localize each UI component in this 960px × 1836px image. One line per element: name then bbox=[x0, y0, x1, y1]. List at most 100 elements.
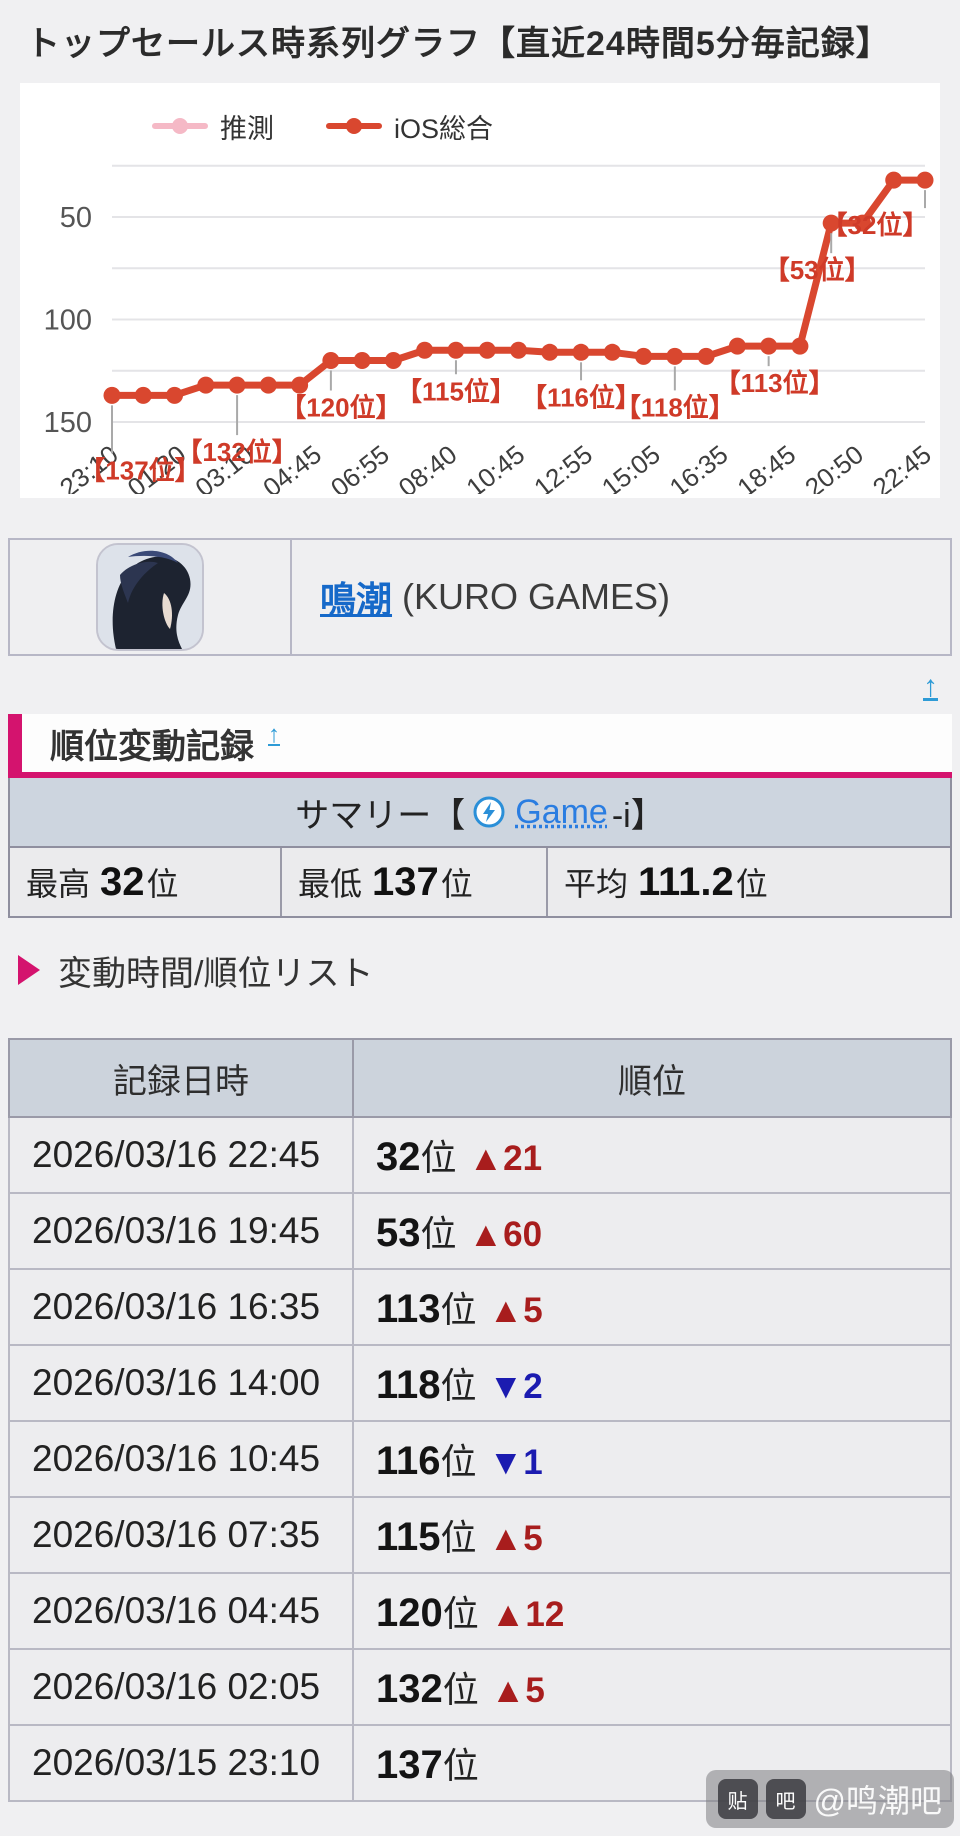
rank-change: ▲12 bbox=[490, 1595, 565, 1634]
summary-title-prefix: サマリー【 bbox=[295, 796, 466, 835]
svg-text:18:45: 18:45 bbox=[731, 439, 801, 494]
summary-unit: 位 bbox=[440, 866, 473, 902]
table-row: 2026/03/16 16:35 113位 ▲5 bbox=[8, 1268, 952, 1346]
record-datetime: 2026/03/16 19:45 bbox=[8, 1192, 354, 1270]
app-icon-cell bbox=[10, 540, 292, 654]
record-rank: 118位 ▼2 bbox=[352, 1344, 952, 1422]
summary-label: 最高 bbox=[26, 866, 91, 902]
summary-cell-worst: 最低 137 位 bbox=[282, 848, 548, 916]
summary-value: 32 bbox=[100, 859, 145, 904]
table-row: 2026/03/16 07:35 115位 ▲5 bbox=[8, 1496, 952, 1574]
rank-unit: 位 bbox=[440, 1365, 477, 1406]
svg-text:【32位】: 【32位】 bbox=[822, 210, 929, 240]
svg-text:【113位】: 【113位】 bbox=[715, 368, 835, 398]
legend-swatch-icon bbox=[152, 123, 208, 129]
table-row: 2026/03/16 04:45 120位 ▲12 bbox=[8, 1572, 952, 1650]
summary-value: 137 bbox=[372, 859, 439, 904]
rank-unit: 位 bbox=[442, 1669, 479, 1710]
rank-unit: 位 bbox=[420, 1213, 457, 1254]
rank-change: ▼1 bbox=[488, 1443, 543, 1482]
table-row: 2026/03/16 22:45 32位 ▲21 bbox=[8, 1116, 952, 1194]
rank-history-table: 記録日時 順位 2026/03/16 22:45 32位 ▲21 2026/03/16… bbox=[8, 1038, 952, 1802]
page-title: トップセールス時系列グラフ【直近24時間5分毎記録】 bbox=[26, 25, 891, 63]
svg-text:【137位】: 【137位】 bbox=[79, 455, 200, 485]
table-row: 2026/03/16 02:05 132位 ▲5 bbox=[8, 1648, 952, 1726]
app-name-link[interactable]: 鳴潮 bbox=[320, 579, 393, 620]
legend-swatch-icon bbox=[326, 123, 382, 129]
svg-text:10:45: 10:45 bbox=[460, 439, 530, 494]
app-card: 鳴潮 (KURO GAMES) bbox=[8, 538, 952, 656]
record-datetime: 2026/03/16 16:35 bbox=[8, 1268, 354, 1346]
summary-cell-best: 最高 32 位 bbox=[10, 848, 282, 916]
section-anchor-link[interactable]: ↑ bbox=[268, 721, 280, 748]
record-datetime: 2026/03/16 02:05 bbox=[8, 1648, 354, 1726]
watermark-logo-icon: 贴 bbox=[717, 1779, 758, 1819]
svg-text:【116位】: 【116位】 bbox=[521, 382, 641, 412]
svg-text:50: 50 bbox=[60, 202, 92, 234]
summary-value: 111.2 bbox=[638, 859, 734, 904]
record-rank: 120位 ▲12 bbox=[352, 1572, 952, 1650]
rank-chart-card: 推測 iOS総合 50 100 150 23:10 01:20 03:10 04:45 06:5… bbox=[20, 83, 940, 498]
summary-table: サマリー【 Game -i】 最高 32 位 最低 137 位 平均 111.2… bbox=[8, 778, 952, 918]
svg-text:06:55: 06:55 bbox=[325, 439, 395, 494]
summary-title-suffix: -i】 bbox=[611, 796, 665, 835]
svg-text:20:50: 20:50 bbox=[799, 439, 869, 494]
record-rank: 53位 ▲60 bbox=[352, 1192, 952, 1270]
svg-text:100: 100 bbox=[44, 305, 92, 337]
table-row: 2026/03/16 10:45 116位 ▼1 bbox=[8, 1420, 952, 1498]
record-datetime: 2026/03/15 23:10 bbox=[8, 1724, 354, 1802]
rank-change: ▲5 bbox=[490, 1671, 545, 1710]
summary-header: サマリー【 Game -i】 bbox=[10, 778, 950, 848]
rank-number: 132 bbox=[376, 1667, 443, 1711]
list-title: 変動時間/順位リスト bbox=[58, 954, 374, 993]
svg-text:15:05: 15:05 bbox=[596, 439, 666, 494]
record-rank: 137位 bbox=[352, 1724, 952, 1802]
summary-label: 最低 bbox=[298, 866, 363, 902]
app-name-cell: 鳴潮 (KURO GAMES) bbox=[292, 540, 950, 654]
back-to-top-link[interactable]: ↑ bbox=[923, 670, 938, 703]
rank-number: 53 bbox=[376, 1211, 421, 1255]
table-row: 2026/03/16 19:45 53位 ▲60 bbox=[8, 1192, 952, 1270]
watermark-logo-icon: 吧 bbox=[765, 1779, 806, 1819]
rank-history-body: 2026/03/16 22:45 32位 ▲21 2026/03/16 19:45 53… bbox=[8, 1116, 952, 1802]
legend-label: 推測 bbox=[220, 113, 274, 144]
svg-text:12:55: 12:55 bbox=[528, 439, 598, 494]
table-row: 2026/03/15 23:10 137位 bbox=[8, 1724, 952, 1802]
game-i-link[interactable]: Game bbox=[515, 792, 608, 831]
svg-text:22:45: 22:45 bbox=[867, 439, 937, 494]
svg-text:16:35: 16:35 bbox=[664, 439, 734, 494]
rank-number: 118 bbox=[376, 1363, 441, 1407]
rank-unit: 位 bbox=[442, 1593, 479, 1634]
record-rank: 115位 ▲5 bbox=[352, 1496, 952, 1574]
rank-chart-svg: 5010015023:1001:2003:1004:4506:5508:4010… bbox=[44, 164, 937, 494]
app-avatar-art-icon bbox=[98, 545, 202, 649]
app-avatar bbox=[96, 543, 204, 651]
rank-change: ▼2 bbox=[488, 1367, 543, 1406]
rank-change: ▲5 bbox=[488, 1519, 543, 1558]
watermark: 贴 吧 @鸣潮吧 bbox=[705, 1770, 954, 1828]
summary-unit: 位 bbox=[735, 866, 768, 902]
summary-label: 平均 bbox=[564, 866, 629, 902]
legend-item[interactable]: 推測 bbox=[152, 107, 274, 146]
record-rank: 132位 ▲5 bbox=[352, 1648, 952, 1726]
record-datetime: 2026/03/16 22:45 bbox=[8, 1116, 354, 1194]
rank-change: ▲21 bbox=[468, 1139, 543, 1178]
summary-unit: 位 bbox=[146, 866, 179, 902]
rank-number: 115 bbox=[376, 1515, 441, 1559]
column-header-datetime: 記録日時 bbox=[8, 1038, 354, 1118]
record-datetime: 2026/03/16 07:35 bbox=[8, 1496, 354, 1574]
watermark-text: @鸣潮吧 bbox=[813, 1783, 943, 1819]
record-datetime: 2026/03/16 14:00 bbox=[8, 1344, 354, 1422]
rank-unit: 位 bbox=[420, 1137, 457, 1178]
svg-text:【132位】: 【132位】 bbox=[176, 437, 297, 467]
legend-item[interactable]: iOS総合 bbox=[326, 107, 493, 146]
chart-legend: 推測 iOS総合 bbox=[20, 103, 940, 149]
rank-number: 116 bbox=[376, 1439, 441, 1483]
list-title-row: 変動時間/順位リスト bbox=[18, 948, 952, 993]
svg-text:150: 150 bbox=[44, 407, 92, 439]
svg-text:【120位】: 【120位】 bbox=[280, 393, 401, 423]
column-header-rank: 順位 bbox=[352, 1038, 952, 1118]
svg-text:【53位】: 【53位】 bbox=[764, 255, 871, 285]
rank-change: ▲5 bbox=[488, 1291, 543, 1330]
game-i-bolt-icon bbox=[473, 796, 505, 828]
